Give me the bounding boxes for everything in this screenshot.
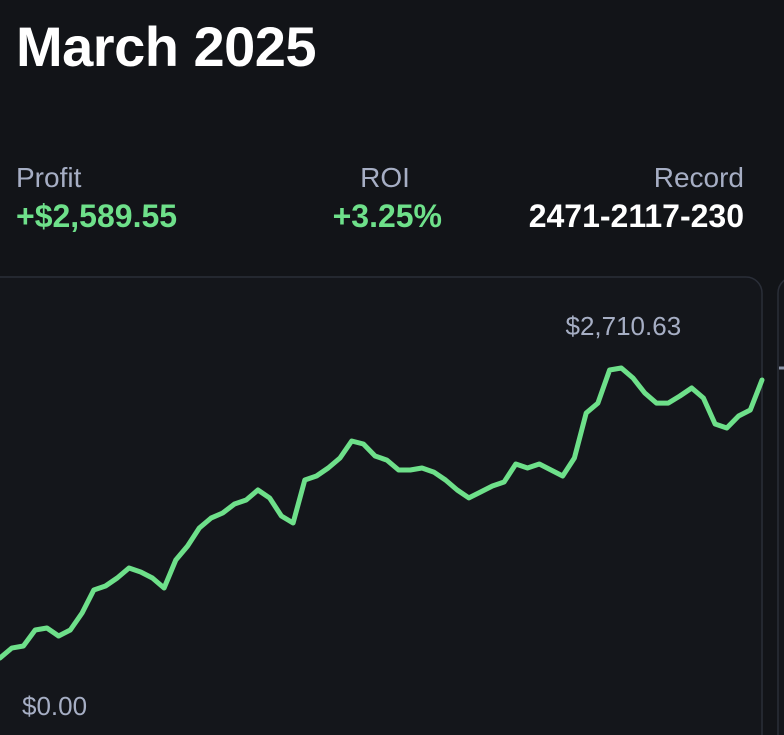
stat-record: Record 2471-2117-230 <box>529 162 744 235</box>
next-card[interactable] <box>777 277 784 735</box>
stat-profit: Profit +$2,589.55 <box>16 162 177 235</box>
stat-value: 2471-2117-230 <box>528 198 744 234</box>
page-title: March 2025 <box>16 15 317 78</box>
stat-label: Record <box>653 162 744 193</box>
chart-card[interactable] <box>0 276 763 735</box>
value-annotation: $2,710.63 <box>565 311 681 341</box>
stat-roi: ROI +3.25% <box>318 162 442 235</box>
stat-value: +3.25% <box>332 198 442 234</box>
stat-label: ROI <box>360 162 410 193</box>
profit-line <box>0 365 765 661</box>
stat-label: Profit <box>16 162 82 193</box>
value-annotation: $0.00 <box>22 691 87 721</box>
stat-value: +$2,589.55 <box>16 198 178 234</box>
